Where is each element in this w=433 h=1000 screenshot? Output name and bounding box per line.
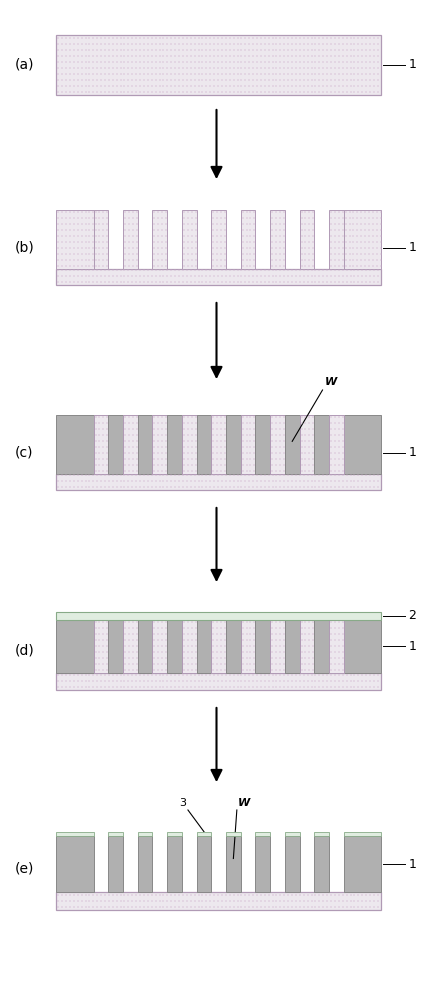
Bar	[211, 620, 226, 673]
Text: 1: 1	[408, 58, 416, 72]
Bar	[226, 836, 241, 892]
Bar	[138, 415, 152, 474]
Bar	[314, 415, 329, 474]
Text: (b): (b)	[15, 240, 35, 254]
Bar	[56, 836, 94, 892]
Bar	[270, 210, 285, 269]
Bar	[314, 620, 329, 673]
Bar	[56, 620, 94, 673]
Bar	[182, 210, 197, 269]
Bar	[255, 832, 270, 836]
Bar	[108, 832, 123, 836]
Bar	[56, 832, 94, 836]
Bar	[123, 620, 138, 673]
Text: 2: 2	[408, 609, 416, 622]
Bar	[285, 832, 300, 836]
Bar	[270, 415, 285, 474]
Bar	[56, 268, 381, 285]
Bar	[300, 415, 314, 474]
Bar	[241, 620, 255, 673]
Bar	[285, 415, 300, 474]
Bar	[285, 836, 300, 892]
Bar	[94, 415, 108, 474]
Bar	[226, 415, 241, 474]
Text: 1: 1	[408, 241, 416, 254]
Bar	[123, 210, 138, 269]
Text: 3: 3	[179, 798, 186, 808]
Bar	[314, 836, 329, 892]
Bar	[197, 832, 211, 836]
Text: 1: 1	[408, 640, 416, 653]
Text: W: W	[238, 798, 250, 808]
Bar	[329, 620, 344, 673]
Bar	[314, 832, 329, 836]
Text: 1: 1	[408, 446, 416, 459]
Bar	[56, 474, 381, 490]
Bar	[167, 832, 182, 836]
Bar	[138, 620, 152, 673]
Bar	[123, 415, 138, 474]
Bar	[182, 415, 197, 474]
Bar	[152, 415, 167, 474]
Bar	[138, 836, 152, 892]
Bar	[344, 210, 381, 269]
Bar	[270, 620, 285, 673]
Bar	[152, 620, 167, 673]
Bar	[56, 612, 381, 620]
Bar	[226, 832, 241, 836]
Bar	[197, 836, 211, 892]
Bar	[211, 210, 226, 269]
Bar	[329, 210, 344, 269]
Bar	[56, 415, 94, 474]
Text: (e): (e)	[15, 862, 35, 876]
Bar	[152, 210, 167, 269]
Bar	[167, 620, 182, 673]
Bar	[255, 836, 270, 892]
Bar	[300, 210, 314, 269]
Bar	[56, 35, 381, 95]
Bar	[329, 415, 344, 474]
Bar	[182, 620, 197, 673]
Bar	[255, 620, 270, 673]
Text: 1: 1	[408, 858, 416, 871]
Bar	[138, 832, 152, 836]
Bar	[167, 836, 182, 892]
Text: (d): (d)	[15, 644, 35, 658]
Text: W: W	[325, 377, 337, 387]
Bar	[56, 210, 94, 269]
Bar	[344, 620, 381, 673]
Bar	[94, 620, 108, 673]
Bar	[167, 415, 182, 474]
Bar	[344, 832, 381, 836]
Bar	[344, 415, 381, 474]
Bar	[197, 620, 211, 673]
Bar	[94, 210, 108, 269]
Text: (c): (c)	[15, 446, 34, 460]
Bar	[300, 620, 314, 673]
Bar	[226, 620, 241, 673]
Bar	[56, 892, 381, 910]
Bar	[241, 415, 255, 474]
Bar	[108, 620, 123, 673]
Bar	[255, 415, 270, 474]
Bar	[108, 415, 123, 474]
Bar	[56, 673, 381, 690]
Bar	[344, 836, 381, 892]
Bar	[197, 415, 211, 474]
Bar	[108, 836, 123, 892]
Bar	[211, 415, 226, 474]
Text: (a): (a)	[15, 58, 35, 72]
Bar	[285, 620, 300, 673]
Bar	[241, 210, 255, 269]
